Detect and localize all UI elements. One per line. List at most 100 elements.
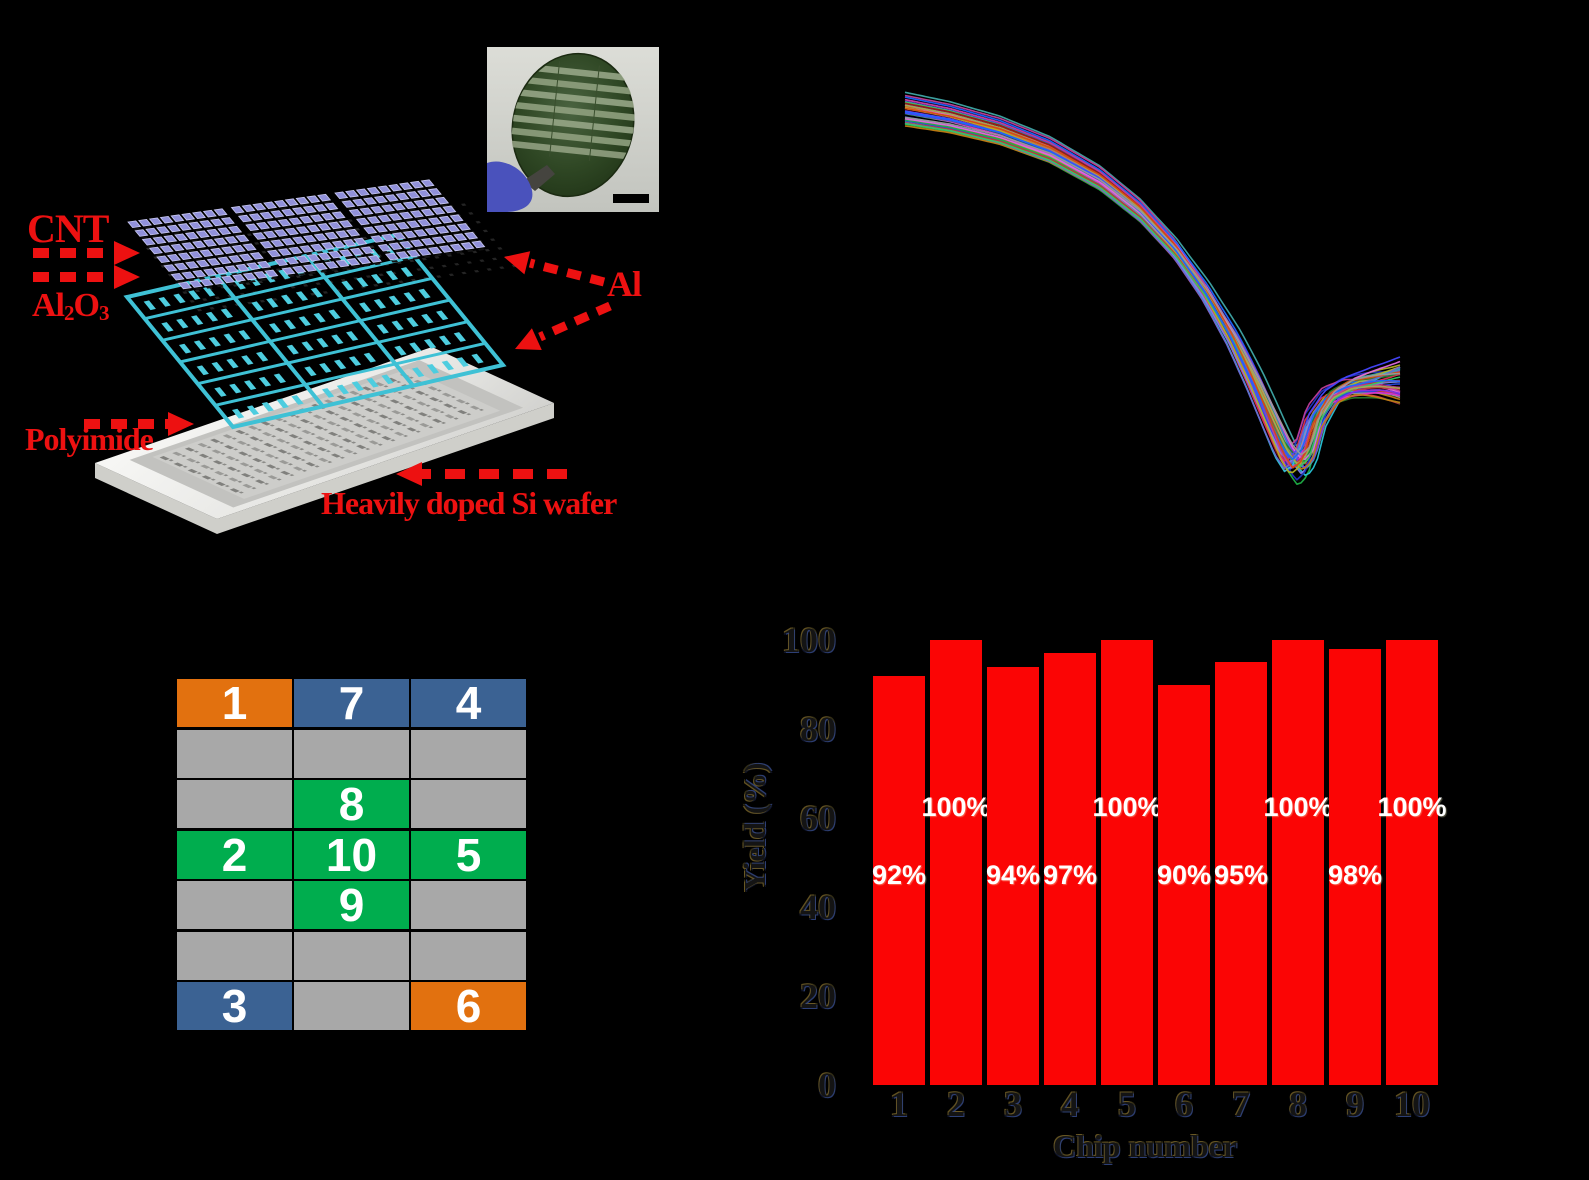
tft-block: [318, 253, 330, 260]
tft-shadow: [423, 226, 431, 229]
al-gate-mark: [304, 451, 315, 456]
tft-shadow: [330, 239, 338, 242]
tft-block: [271, 211, 283, 218]
tft-block: [150, 247, 162, 254]
al2o3-grid-mark: [246, 405, 260, 416]
tft-shadow: [252, 269, 260, 273]
tft-shadow: [287, 216, 295, 219]
tft-shadow: [144, 226, 152, 229]
tft-shadow: [165, 223, 173, 226]
tft-shadow: [205, 286, 213, 289]
al-gate-mark: [249, 436, 260, 441]
al2o3-grid-mark: [263, 272, 276, 283]
tft-shadow: [405, 248, 413, 251]
tft-shadow: [234, 233, 242, 236]
tft-block: [351, 248, 363, 255]
tft-shadow: [430, 205, 438, 209]
al-gate-mark: [436, 389, 442, 392]
al-gate-mark: [222, 434, 233, 439]
tft-block: [396, 222, 408, 229]
tft-block: [179, 253, 191, 260]
tft-shadow: [249, 280, 256, 283]
al2o3-grid-mark: [241, 355, 254, 365]
tft-shadow: [394, 249, 402, 253]
tft-block: [461, 243, 473, 250]
tft-shadow: [305, 223, 313, 226]
yield-bar-1: [873, 675, 925, 1085]
al-gate-mark: [198, 453, 209, 458]
al-gate-mark: [314, 465, 320, 468]
cnt-dot: [475, 220, 481, 224]
tft-shadow: [234, 262, 242, 266]
tft-block: [157, 227, 169, 234]
al-gate-mark: [235, 469, 242, 472]
tft-shadow: [345, 256, 353, 260]
tft-block: [389, 214, 401, 221]
tft-shadow: [298, 214, 306, 218]
al2o3-grid-mark: [331, 334, 344, 345]
al-arrow-lower: [538, 301, 612, 342]
y-tick-80: 80: [800, 709, 836, 749]
yield-bar-label-10: 100%: [1377, 792, 1447, 822]
tft-shadow: [398, 210, 406, 213]
al-gate-mark: [381, 436, 392, 441]
al-gate-mark: [200, 464, 211, 469]
al-gate-mark: [324, 439, 330, 442]
tft-shadow: [209, 246, 217, 250]
al-gate-mark: [286, 452, 292, 455]
al-gate-mark: [406, 427, 417, 432]
cnt-dot: [322, 291, 329, 294]
cnt-dot: [369, 245, 375, 249]
al-gate-mark: [400, 413, 406, 416]
al-gate-mark: [444, 414, 455, 419]
y-tick-20: 20: [800, 976, 836, 1016]
al-gate-mark: [299, 448, 305, 451]
cnt-dot: [460, 203, 467, 207]
tft-block: [293, 266, 305, 273]
al-gate-mark: [374, 422, 381, 425]
al-gate-mark: [348, 419, 354, 423]
al2o3-grid-mark: [226, 358, 239, 369]
al-gate-mark: [168, 459, 174, 462]
y-tick-60: 60: [800, 798, 836, 838]
al-gate-mark: [223, 474, 229, 477]
tft-block: [168, 254, 180, 261]
tft-block: [233, 275, 245, 282]
transfer-curve: [904, 122, 1401, 467]
cnt-dot: [497, 247, 503, 250]
al2o3-grid-mark: [341, 280, 354, 291]
tft-block: [311, 215, 323, 222]
al-gate-mark: [398, 402, 404, 405]
cnt-dot: [441, 264, 447, 268]
tft-block: [253, 203, 265, 210]
tft-block: [318, 224, 330, 231]
tft-shadow: [223, 234, 231, 238]
tft-block: [315, 263, 327, 270]
tft-block: [443, 206, 455, 213]
al2o3-grid-mark: [220, 308, 233, 319]
al2o3-grid-mark: [261, 401, 274, 412]
tweezers: [523, 165, 555, 191]
al2o3-grid-mark: [176, 318, 189, 329]
tft-shadow: [320, 240, 327, 244]
transfer-curve: [904, 111, 1401, 481]
tft-block: [297, 256, 309, 263]
yield-bar-label-2: 100%: [921, 792, 991, 822]
tft-shadow: [209, 217, 216, 220]
yield-bar-chart: Yield (%) Chip number 0 20 40 60 80 100 92% 1 10…: [700, 600, 1500, 1180]
tft-block: [333, 241, 345, 248]
tft-shadow: [231, 272, 238, 276]
al-gate-mark: [387, 417, 393, 420]
tft-block: [207, 229, 219, 236]
al-arrowhead-upper: [504, 251, 531, 275]
al2o3-grid-mark: [363, 352, 376, 363]
tft-block: [329, 222, 341, 229]
al-gate-mark: [182, 465, 188, 468]
al-gate-mark: [238, 491, 244, 494]
transfer-curve: [904, 107, 1401, 469]
al-gate-mark: [325, 450, 331, 453]
al2o3-grid-mark: [333, 359, 347, 370]
tft-shadow: [216, 226, 224, 229]
al-gate-mark: [307, 411, 313, 414]
